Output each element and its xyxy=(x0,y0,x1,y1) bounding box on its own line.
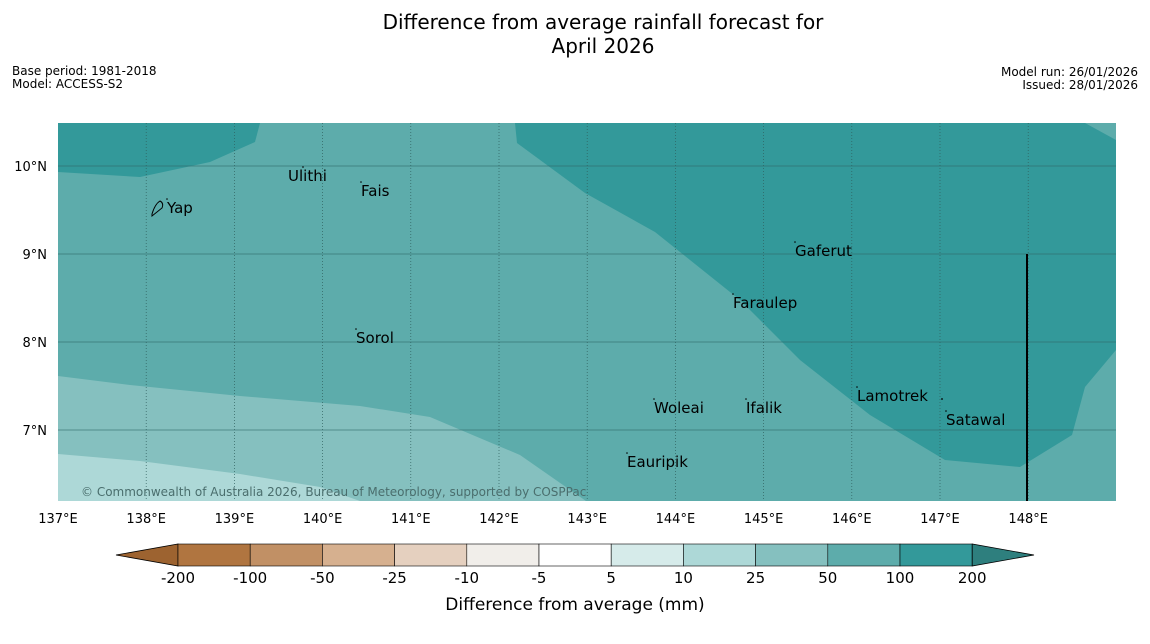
place-marker xyxy=(166,198,168,200)
place-label: Gaferut xyxy=(795,242,852,260)
longitude-tick-label: 148°E xyxy=(1008,512,1048,527)
colorbar-tick-label: 10 xyxy=(674,569,693,587)
longitude-tick-label: 138°E xyxy=(126,512,166,527)
model-run-text: Model run: 26/01/2026 xyxy=(1000,65,1138,79)
yap-island-outline xyxy=(151,200,164,218)
colorbar-segment xyxy=(177,543,251,567)
place-label: Eauripik xyxy=(627,453,688,471)
longitude-tick-label: 139°E xyxy=(215,512,255,527)
colorbar-segment xyxy=(683,543,756,567)
place-labels: Ulithi Fais Yap Gaferut Faraulep Sorol Lamotre… xyxy=(166,166,1005,471)
colorbar-tick-label: 5 xyxy=(606,569,616,587)
longitude-tick-label: 140°E xyxy=(303,512,343,527)
latitude-tick-label: 8°N xyxy=(23,336,48,351)
colorbar-tick-label: 25 xyxy=(746,569,765,587)
place-label: Faraulep xyxy=(733,294,797,312)
place-label: Fais xyxy=(361,182,390,200)
colorbar-segment xyxy=(394,543,468,567)
colorbar-segment xyxy=(827,543,901,567)
colorbar-segment xyxy=(899,543,973,567)
longitude-labels: 137°E 138°E 139°E 140°E 141°E 142°E 143°E 144°E… xyxy=(38,512,1048,527)
longitude-tick-label: 145°E xyxy=(744,512,784,527)
colorbar-low-extend xyxy=(115,543,179,567)
field-100-200-nw xyxy=(58,123,260,177)
place-label: Woleai xyxy=(654,399,704,417)
colorbar-high-extend xyxy=(971,543,1035,567)
map-title: Difference from average rainfall forecas… xyxy=(0,10,1150,58)
colorbar-segment xyxy=(249,543,323,567)
place-label: Satawal xyxy=(946,411,1005,429)
colorbar-segment xyxy=(755,543,829,567)
colorbar-segment xyxy=(322,543,395,567)
colorbar-tick-label: -200 xyxy=(161,569,195,587)
colorbar-tick-label: 100 xyxy=(886,569,915,587)
place-label: Ulithi xyxy=(288,167,327,185)
longitude-tick-label: 142°E xyxy=(479,512,519,527)
place-label: Lamotrek xyxy=(857,387,928,405)
meta-left: Base period: 1981-2018 Model: ACCESS-S2 xyxy=(12,65,157,91)
colorbar: -200 -100 -50 -25 -10 -5 5 10 25 50 100 200 xyxy=(115,543,1035,587)
field-10-25 xyxy=(58,454,360,501)
latitude-labels: 10°N 9°N 8°N 7°N xyxy=(14,160,47,439)
place-marker xyxy=(360,181,362,183)
longitude-tick-label: 146°E xyxy=(832,512,872,527)
meta-right: Model run: 26/01/2026 Issued: 28/01/2026 xyxy=(1001,66,1138,92)
longitude-tick-label: 143°E xyxy=(567,512,607,527)
place-marker xyxy=(732,293,734,295)
place-marker xyxy=(856,386,858,388)
colorbar-tick-label: -100 xyxy=(233,569,267,587)
place-marker xyxy=(745,398,747,400)
place-label: Sorol xyxy=(356,329,394,347)
place-marker xyxy=(302,166,304,168)
colorbar-segment xyxy=(538,543,612,567)
colorbar-segment xyxy=(610,543,684,567)
colorbar-tick-label: -50 xyxy=(310,569,335,587)
graticule xyxy=(58,123,1116,501)
latitude-tick-label: 7°N xyxy=(23,424,48,439)
title-line-1: Difference from average rainfall forecas… xyxy=(382,10,824,34)
colorbar-label: Difference from average (mm) xyxy=(445,595,704,615)
place-marker xyxy=(653,398,655,400)
colorbar-tick-label: 200 xyxy=(958,569,987,587)
place-marker xyxy=(945,410,947,412)
place-marker xyxy=(355,328,357,330)
model-text: Model: ACCESS-S2 xyxy=(12,77,124,91)
base-period-text: Base period: 1981-2018 xyxy=(12,64,157,78)
island-dot xyxy=(941,398,943,400)
place-label: Ifalik xyxy=(746,399,782,417)
place-marker xyxy=(794,241,796,243)
latitude-tick-label: 9°N xyxy=(23,248,48,263)
title-line-2: April 2026 xyxy=(551,34,655,58)
colorbar-tick-label: 50 xyxy=(818,569,837,587)
copyright-text: © Commonwealth of Australia 2026, Bureau… xyxy=(81,485,586,499)
colorbar-tick-label: -10 xyxy=(455,569,480,587)
longitude-tick-label: 141°E xyxy=(391,512,431,527)
field-100-200-east xyxy=(515,123,1116,467)
colorbar-segment xyxy=(466,543,540,567)
issued-text: Issued: 28/01/2026 xyxy=(1022,78,1138,92)
place-marker xyxy=(626,452,628,454)
latitude-tick-label: 10°N xyxy=(14,160,47,175)
colorbar-tick-label: -5 xyxy=(532,569,547,587)
colorbar-tick-label: -25 xyxy=(382,569,407,587)
longitude-tick-label: 144°E xyxy=(656,512,696,527)
place-label: Yap xyxy=(166,199,193,217)
longitude-tick-label: 137°E xyxy=(38,512,78,527)
longitude-tick-label: 147°E xyxy=(920,512,960,527)
